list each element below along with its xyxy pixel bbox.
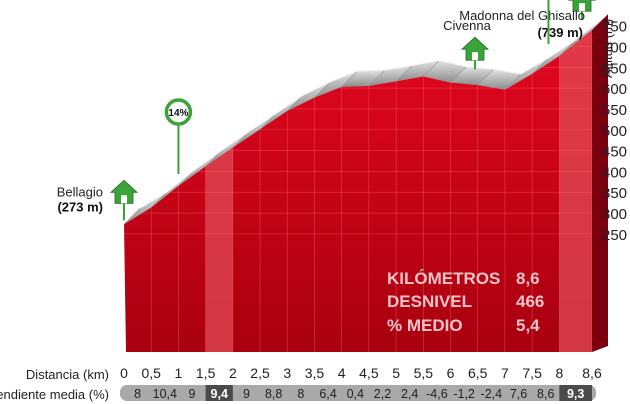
grade-value: -2,4 — [481, 387, 503, 401]
y-tick-label: 400 — [602, 164, 627, 181]
summary-label-medio: % MEDIO — [387, 316, 463, 335]
highlight-band-0 — [205, 30, 233, 352]
place-name: Madonna del Ghisallo — [459, 8, 585, 23]
highlight-band-1 — [559, 30, 592, 352]
grade-value: 9 — [243, 387, 250, 401]
y-axis-ticks: 250 300 350 400 450 500 550 600 650 700 750 — [602, 19, 627, 244]
gradient-marker-label: 14% — [168, 108, 188, 119]
x-tick-label: 0,5 — [141, 365, 161, 381]
x-axis-ticks: 0 0,5 1 1,5 2 2,5 3 3,5 4 4,5 5 5,5 6 6,5 7 7,5 8 8,6 — [120, 365, 602, 381]
grade-highlight — [205, 385, 233, 401]
x-tick-label: 8 — [555, 365, 563, 381]
grade-value: 2,4 — [401, 387, 418, 401]
place-name: Civenna — [443, 18, 491, 33]
profile-fill — [124, 30, 592, 352]
grade-highlight — [559, 385, 592, 401]
x-axis-label: Distancia (km) — [26, 367, 109, 382]
y-tick-label: 450 — [602, 144, 627, 161]
x-tick-label: 3,5 — [305, 365, 325, 381]
x-tick-label: 6 — [447, 365, 455, 381]
summary-value-km: 8,6 — [516, 269, 540, 288]
x-tick-label: 2,5 — [250, 365, 270, 381]
place-1: Civenna — [443, 18, 492, 70]
y-tick-label: 350 — [602, 185, 627, 202]
y-axis-label: Altitud (m) — [600, 19, 615, 78]
place-2: Madonna del Ghisallo (739 m) — [459, 0, 597, 40]
summary-panel: KILÓMETROS 8,6 DESNIVEL 466 % MEDIO 5,4 — [387, 269, 544, 335]
y-tick-label: 500 — [602, 123, 627, 140]
x-tick-label: 2 — [229, 365, 237, 381]
gradient-marker-0: 14% — [164, 98, 193, 174]
y-tick-label: 750 — [602, 19, 627, 36]
grade-value: 8 — [134, 387, 141, 401]
y-tick-label: 650 — [602, 60, 627, 77]
y-tick-label: 550 — [602, 102, 627, 119]
x-tick-label: 4 — [338, 365, 346, 381]
place-0: Bellagio(273 m) — [57, 179, 139, 221]
y-tick-label: 600 — [602, 81, 627, 98]
x-tick-label: 1,5 — [196, 365, 216, 381]
grade-value: 8 — [297, 387, 304, 401]
grade-value: 9,3 — [567, 387, 584, 401]
profile-ridge-3d — [123, 13, 609, 352]
x-tick-label: 5 — [392, 365, 400, 381]
x-tick-label: 7 — [501, 365, 509, 381]
grade-value: 0,4 — [347, 387, 364, 401]
x-tick-label: 4,5 — [359, 365, 379, 381]
gradient-markers: 14% 12% — [164, 0, 550, 174]
ridge-highlight — [139, 13, 609, 209]
place-altitude: (739 m) — [537, 25, 583, 40]
grade-value: 7,6 — [510, 387, 527, 401]
grade-value: 8,8 — [265, 387, 282, 401]
summary-value-medio: 5,4 — [516, 316, 540, 335]
summary-label-km: KILÓMETROS — [387, 269, 500, 288]
x-tick-label: 6,5 — [468, 365, 488, 381]
y-tick-label: 300 — [602, 206, 627, 223]
grade-value: -4,6 — [426, 387, 448, 401]
grade-bar: 8 10,4 9 9,4 9 8,8 8 6,4 0,4 2,2 2,4 -4,6 -1,2 -2,4 7,… — [120, 385, 596, 401]
grade-value: 9 — [189, 387, 196, 401]
y-tick-label: 700 — [602, 39, 627, 56]
x-tick-label: 8,6 — [582, 365, 602, 381]
grade-bar-background — [120, 385, 596, 401]
house-icon — [109, 179, 139, 204]
grade-value: -1,2 — [453, 387, 475, 401]
grade-axis-label: Pendiente media (%) — [0, 387, 109, 402]
place-name: Bellagio — [57, 184, 103, 199]
x-tick-label: 7,5 — [522, 365, 542, 381]
x-tick-label: 1 — [175, 365, 183, 381]
x-tick-label: 3 — [283, 365, 291, 381]
house-icon — [460, 36, 490, 61]
gradient-marker-1: 12% — [547, 0, 550, 45]
summary-value-desnivel: 466 — [516, 292, 544, 311]
grade-value: 2,2 — [374, 387, 391, 401]
grade-value: 9,4 — [211, 387, 228, 401]
summary-label-desnivel: DESNIVEL — [387, 292, 472, 311]
x-tick-label: 0 — [120, 365, 128, 381]
grade-value: 6,4 — [319, 387, 336, 401]
profile-side-face — [592, 14, 608, 352]
y-tick-label: 250 — [602, 227, 627, 244]
grade-value: 8,6 — [537, 387, 554, 401]
place-altitude: (273 m) — [57, 199, 103, 214]
grade-value: 10,4 — [153, 387, 177, 401]
house-icon — [567, 0, 597, 12]
x-tick-label: 5,5 — [414, 365, 434, 381]
